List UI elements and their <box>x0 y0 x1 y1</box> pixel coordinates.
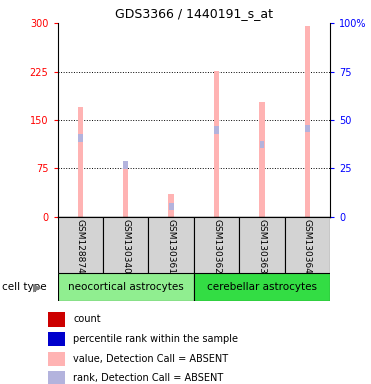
Text: rank, Detection Call = ABSENT: rank, Detection Call = ABSENT <box>73 374 223 384</box>
Bar <box>214 126 219 134</box>
Text: cerebellar astrocytes: cerebellar astrocytes <box>207 282 317 292</box>
Text: GSM130362: GSM130362 <box>212 219 221 274</box>
Bar <box>260 141 265 149</box>
Text: GSM130364: GSM130364 <box>303 219 312 274</box>
Text: cell type: cell type <box>2 282 46 292</box>
Bar <box>78 107 83 217</box>
Bar <box>123 162 128 217</box>
Bar <box>78 134 83 142</box>
Text: value, Detection Call = ABSENT: value, Detection Call = ABSENT <box>73 354 229 364</box>
Text: GSM130363: GSM130363 <box>257 219 266 274</box>
Bar <box>58 273 194 301</box>
Bar <box>48 371 65 384</box>
Text: ▶: ▶ <box>33 282 41 292</box>
Bar <box>148 217 194 273</box>
Text: percentile rank within the sample: percentile rank within the sample <box>73 334 238 344</box>
Bar <box>259 102 265 217</box>
Bar <box>48 332 65 346</box>
Title: GDS3366 / 1440191_s_at: GDS3366 / 1440191_s_at <box>115 7 273 20</box>
Bar <box>123 161 128 169</box>
Bar <box>305 124 310 132</box>
Text: count: count <box>73 314 101 324</box>
Bar <box>239 217 285 273</box>
Bar <box>169 203 174 210</box>
Text: GSM130340: GSM130340 <box>121 219 130 274</box>
Bar <box>48 312 65 326</box>
Text: neocortical astrocytes: neocortical astrocytes <box>68 282 184 292</box>
Bar <box>103 217 148 273</box>
Text: GSM128874: GSM128874 <box>76 219 85 274</box>
Text: GSM130361: GSM130361 <box>167 219 175 274</box>
Bar <box>58 217 103 273</box>
Bar <box>194 217 239 273</box>
Bar <box>48 352 65 366</box>
Bar <box>214 71 219 217</box>
Bar <box>194 273 330 301</box>
Bar <box>285 217 330 273</box>
Bar <box>168 194 174 217</box>
Bar <box>305 26 310 217</box>
